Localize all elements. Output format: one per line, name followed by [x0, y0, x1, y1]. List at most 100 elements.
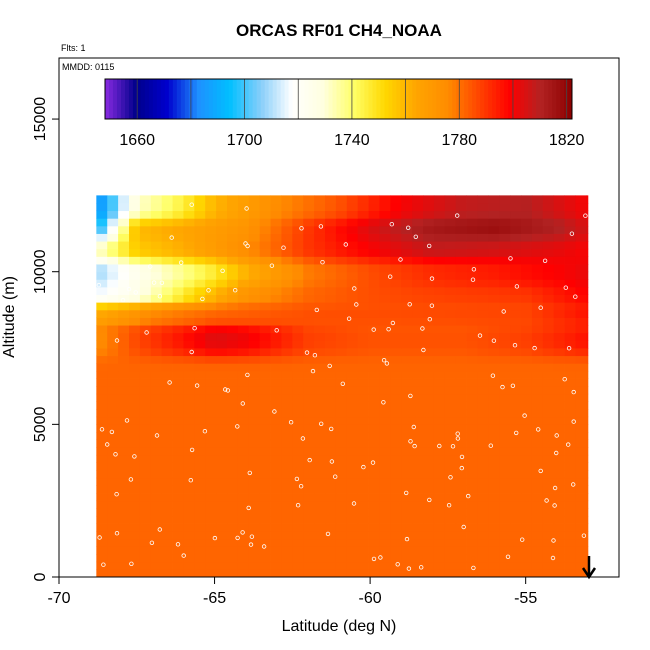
heatmap-cell [542, 477, 555, 486]
heatmap-cell [542, 302, 555, 311]
heatmap-cell [542, 554, 555, 563]
heatmap-cell [499, 210, 511, 219]
heatmap-cell [401, 370, 413, 379]
heatmap-cell [259, 378, 271, 387]
heatmap-cell [510, 302, 522, 311]
heatmap-cell [335, 241, 348, 250]
heatmap-cell [259, 370, 271, 379]
heatmap-cell [129, 317, 141, 326]
heatmap-cell [444, 340, 457, 349]
heatmap-cell [346, 241, 359, 250]
heatmap-cell [488, 363, 500, 372]
heatmap-cell [227, 225, 239, 234]
heatmap-cell [227, 531, 239, 540]
heatmap-cell [129, 294, 141, 303]
heatmap-cell [553, 470, 565, 479]
heatmap-cell [183, 454, 195, 463]
heatmap-cell [205, 264, 217, 273]
heatmap-cell [248, 454, 261, 463]
heatmap-cell [107, 302, 119, 311]
heatmap-cell [346, 477, 359, 486]
heatmap-cell [390, 515, 402, 524]
sample-point [427, 317, 432, 322]
heatmap-cell [314, 393, 326, 402]
heatmap-cell [564, 569, 576, 578]
heatmap-cell [259, 317, 271, 326]
heatmap-cell [564, 454, 576, 463]
colorbar-tick-label: 1780 [441, 132, 477, 149]
heatmap-cell [139, 302, 152, 311]
heatmap-cell [379, 348, 391, 357]
heatmap-cell [335, 470, 348, 479]
colorbar-segment [156, 79, 162, 119]
heatmap-cell [292, 485, 304, 494]
heatmap-cell [96, 500, 108, 509]
heatmap-cell [564, 348, 576, 357]
heatmap-cell [379, 554, 391, 563]
colorbar-segment [540, 79, 545, 119]
heatmap-cell [183, 523, 195, 532]
heatmap-cell [259, 485, 271, 494]
heatmap-cell [161, 271, 173, 280]
heatmap-cell [553, 561, 565, 570]
heatmap-cell [390, 378, 402, 387]
heatmap-cell [575, 523, 587, 532]
heatmap-cell [129, 279, 141, 288]
heatmap-cell [412, 256, 424, 265]
heatmap-cell [107, 370, 119, 379]
heatmap-cell [390, 225, 402, 234]
heatmap-cell [368, 218, 380, 227]
heatmap-cell [314, 370, 326, 379]
heatmap-cell [357, 317, 369, 326]
heatmap-cell [237, 195, 250, 204]
heatmap-cell [586, 195, 589, 204]
heatmap-cell [107, 500, 119, 509]
heatmap-cell [107, 256, 119, 265]
heatmap-cell [107, 424, 119, 433]
heatmap-cell [433, 393, 446, 402]
heatmap-cell [433, 485, 446, 494]
heatmap-cell [423, 493, 435, 502]
heatmap-cell [292, 409, 304, 418]
heatmap-cell [499, 447, 511, 456]
heatmap-cell [357, 325, 369, 334]
heatmap-cell [564, 309, 576, 318]
heatmap-cell [575, 538, 587, 547]
heatmap-cell [194, 195, 206, 204]
heatmap-cell [488, 477, 500, 486]
heatmap-cell [423, 218, 435, 227]
x-axis-label: Latitude (deg N) [282, 618, 397, 635]
heatmap-cell [129, 355, 141, 364]
heatmap-cell [553, 447, 565, 456]
heatmap-cell [390, 554, 402, 563]
heatmap-cell [325, 439, 337, 448]
heatmap-cell [357, 256, 369, 265]
sample-point [192, 326, 197, 331]
heatmap-cell [346, 424, 359, 433]
colorbar-segment [144, 79, 150, 119]
heatmap-cell [346, 294, 359, 303]
heatmap-cell [531, 554, 544, 563]
heatmap-cell [444, 447, 457, 456]
heatmap-cell [194, 538, 206, 547]
heatmap-cell [259, 386, 271, 395]
heatmap-cell [248, 325, 261, 334]
heatmap-cell [346, 264, 359, 273]
colorbar-segment [308, 79, 313, 119]
heatmap-cell [172, 233, 184, 242]
heatmap-cell [172, 508, 184, 517]
heatmap-cell [542, 286, 555, 295]
sample-point [178, 260, 184, 265]
heatmap-cell [281, 370, 293, 379]
heatmap-cell [390, 363, 402, 372]
heatmap-cell [542, 309, 555, 318]
colorbar-segment [320, 79, 325, 119]
sample-point [522, 413, 527, 418]
colorbar-segment [524, 79, 529, 119]
heatmap-cell [129, 225, 141, 234]
heatmap-cell [379, 233, 391, 242]
heatmap-cell [423, 431, 435, 441]
heatmap-cell [444, 470, 457, 479]
colorbar-segment [180, 79, 186, 119]
sample-point [420, 326, 425, 331]
